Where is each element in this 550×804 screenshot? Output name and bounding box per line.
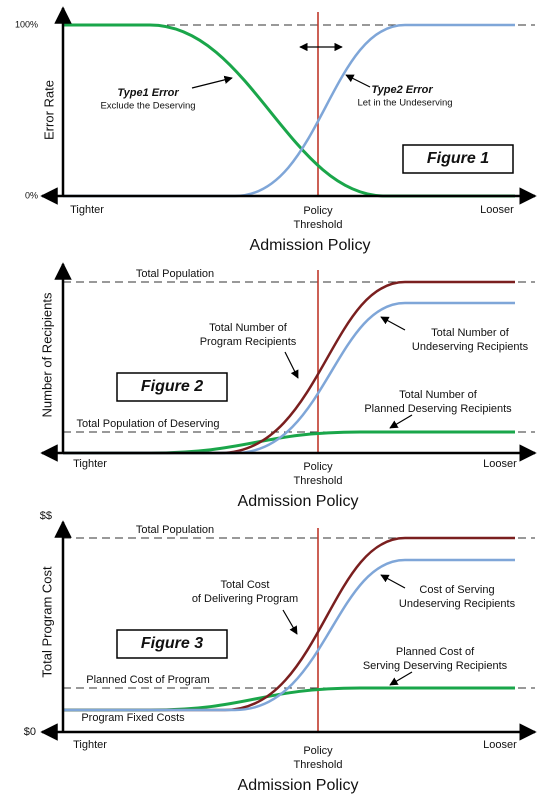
arrow	[191, 75, 233, 89]
figure-label: Figure 3	[141, 635, 203, 652]
x-axis-label: Admission Policy	[238, 493, 359, 510]
threshold-label: Threshold	[294, 475, 343, 487]
deserving-cost-curve	[63, 686, 515, 712]
y-axis-label: Number of Recipients	[39, 292, 54, 417]
x-right-label: Looser	[483, 458, 517, 470]
y-axis-label: Error Rate	[41, 80, 56, 140]
y-tick-label: 100%	[15, 19, 38, 29]
x-left-label: Tighter	[73, 739, 107, 751]
total-curve	[63, 280, 515, 455]
y-tick-label: $0	[24, 726, 36, 738]
arrow	[380, 316, 406, 331]
figure-label-box	[402, 144, 514, 174]
arrow	[389, 671, 413, 686]
annotation: Undeserving Recipients	[399, 598, 516, 610]
annotation: Exclude the Deserving	[100, 101, 195, 112]
annotation: Total Cost	[221, 579, 270, 591]
type1-curve	[63, 23, 515, 198]
figure-label-box	[116, 629, 228, 659]
threshold-label: Threshold	[294, 759, 343, 771]
arrow	[380, 574, 406, 589]
annotation: Total Number of	[431, 327, 510, 339]
undeserving-curve	[63, 301, 515, 455]
reference-label: Total Population	[136, 524, 214, 536]
x-right-label: Looser	[483, 739, 517, 751]
x-left-label: Tighter	[73, 458, 107, 470]
total-cost-curve	[63, 536, 515, 712]
arrow	[282, 609, 298, 635]
annotation: Serving Deserving Recipients	[363, 660, 508, 672]
reference-label: Total Population	[136, 268, 214, 280]
annotation: Total Number of	[399, 389, 478, 401]
x-axis-label: Admission Policy	[250, 237, 371, 254]
annotation-title: Type1 Error	[117, 87, 179, 99]
threshold-label: Policy	[303, 745, 333, 757]
undeserving-cost-curve	[63, 558, 515, 712]
annotation: Planned Deserving Recipients	[364, 403, 512, 415]
figure-2: Number of Recipients Total Population To…	[39, 262, 537, 510]
reference-label: Total Population of Deserving	[76, 418, 219, 430]
threshold-label: Policy	[303, 461, 333, 473]
figure-label: Figure 2	[141, 378, 203, 395]
annotation: of Delivering Program	[192, 593, 298, 605]
figure-1: 100% 0% Error Rate Type1 Error Exclude t…	[15, 6, 537, 254]
annotation: Undeserving Recipients	[412, 341, 529, 353]
reference-label: Planned Cost of Program	[86, 674, 210, 686]
threshold-label: Threshold	[294, 219, 343, 231]
figure-label-box	[116, 372, 228, 402]
annotation: Total Number of	[209, 322, 288, 334]
annotation: Cost of Serving	[419, 584, 494, 596]
reference-label: Program Fixed Costs	[81, 712, 185, 724]
y-tick-label: $$	[40, 510, 52, 522]
x-left-label: Tighter	[70, 204, 104, 216]
arrow	[389, 414, 413, 429]
arrow	[345, 74, 371, 88]
figure-3: $$ $0 Total Program Cost Total Populatio…	[24, 510, 537, 794]
y-tick-label: 0%	[25, 190, 38, 200]
figure-label: Figure 1	[427, 150, 489, 167]
arrow	[284, 351, 299, 379]
annotation-title: Type2 Error	[371, 84, 433, 96]
annotation: Let in the Undeserving	[357, 98, 452, 109]
x-axis-label: Admission Policy	[238, 777, 359, 794]
y-axis-label: Total Program Cost	[39, 566, 54, 678]
annotation: Program Recipients	[200, 336, 297, 348]
threshold-label: Policy	[303, 205, 333, 217]
x-right-label: Looser	[480, 204, 514, 216]
deserving-curve	[63, 430, 515, 455]
type2-curve	[63, 23, 515, 198]
annotation: Planned Cost of	[396, 646, 475, 658]
